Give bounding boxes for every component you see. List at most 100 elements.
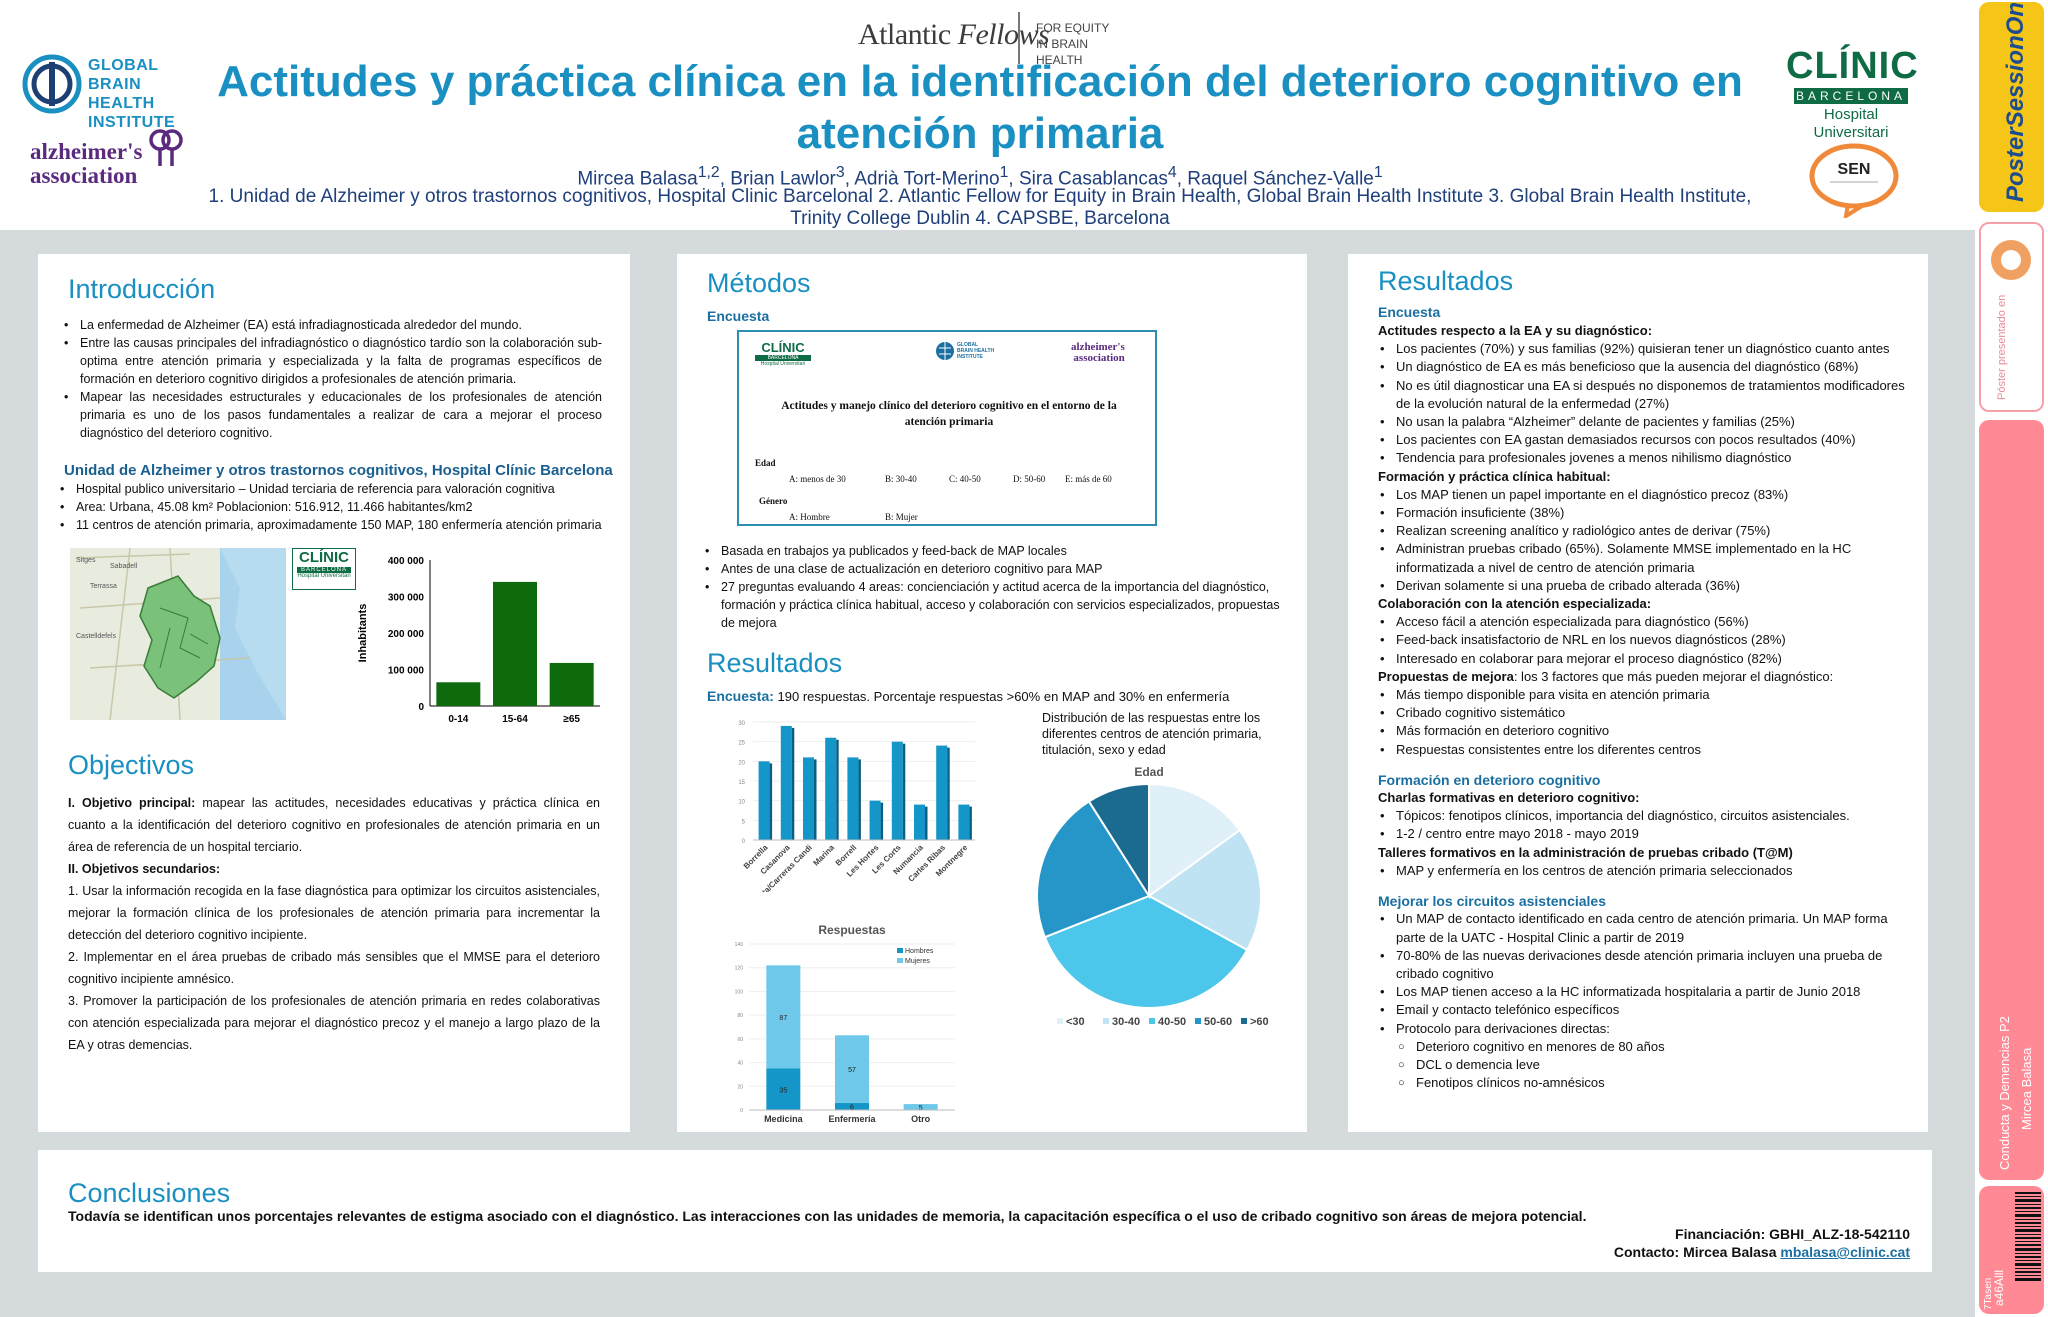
list-item: Email y contacto telefónico específicos bbox=[1378, 1001, 1918, 1019]
protocol-list: Deterioro cognitivo en menores de 80 año… bbox=[1378, 1038, 1918, 1093]
results-mid-survey: Encuesta: 190 respuestas. Porcentaje res… bbox=[707, 688, 1230, 704]
x-tick-label: Otro bbox=[911, 1114, 931, 1124]
bar bbox=[758, 761, 770, 840]
list-item: Más tiempo disponible para visita en ate… bbox=[1378, 686, 1918, 704]
list-item: Tópicos: fenotipos clínicos, importancia… bbox=[1378, 807, 1918, 825]
legend-swatch bbox=[897, 958, 903, 963]
contact-email-link[interactable]: mbalasa@clinic.cat bbox=[1780, 1244, 1910, 1260]
authors: Mircea Balasa1,2, Brian Lawlor3, Adrià T… bbox=[577, 164, 1383, 190]
list-item: Administran pruebas cribado (65%). Solam… bbox=[1378, 540, 1918, 576]
legend-swatch bbox=[1241, 1018, 1247, 1024]
clinic-logo: CLÍNIC BARCELONA Hospital Universitari bbox=[1786, 45, 1919, 141]
y-tick-label: 0 bbox=[418, 702, 424, 713]
list-item: Un diagnóstico de EA es más beneficioso … bbox=[1378, 358, 1918, 376]
map-label: Castelldefels bbox=[76, 633, 117, 640]
y-tick-label: 15 bbox=[738, 780, 745, 786]
bar bbox=[891, 741, 903, 840]
charlas-title: Charlas formativas en deterioro cognitiv… bbox=[1378, 790, 1640, 806]
list-item: Respuestas consistentes entre los difere… bbox=[1378, 741, 1918, 759]
list-item: Entre las causas principales del infradi… bbox=[62, 334, 602, 388]
list-item: 1-2 / centro entre mayo 2018 - mayo 2019 bbox=[1378, 825, 1918, 843]
poster-online-text: PosterSessionOnline bbox=[2002, 2, 2029, 202]
objectives-heading: Objectivos bbox=[68, 750, 195, 780]
bar-shadow bbox=[769, 763, 773, 840]
sen-logo: SEN bbox=[1808, 140, 1900, 221]
sen-brain-icon: SEN bbox=[1809, 143, 1899, 221]
presented-box: Póster presentado en bbox=[1979, 222, 2044, 412]
funding: Financiación: GBHI_ALZ-18-542110 bbox=[1675, 1226, 1910, 1242]
survey-opt: D: 50-60 bbox=[1013, 474, 1046, 484]
legend-swatch bbox=[1057, 1018, 1063, 1024]
alzheimers-association-logo: alzheimer's association bbox=[30, 126, 220, 196]
intro-panel: Introducción La enfermedad de Alzheimer … bbox=[38, 254, 630, 1132]
y-tick-label: 60 bbox=[737, 1037, 743, 1043]
bar bbox=[436, 682, 481, 706]
legend-label: >60 bbox=[1250, 1016, 1269, 1028]
survey-sheet: CLÍNIC BARCELONA Hospital Universitari G… bbox=[737, 330, 1157, 526]
list-item: Formación insuficiente (38%) bbox=[1378, 504, 1918, 522]
results-heading: Resultados bbox=[1378, 266, 1514, 296]
pie-slice bbox=[1148, 782, 1242, 898]
group-list: Los MAP tienen un papel importante en el… bbox=[1378, 486, 1918, 595]
list-item: Los MAP tienen acceso a la HC informatiz… bbox=[1378, 983, 1918, 1001]
list-item: Derivan solamente si una prueba de criba… bbox=[1378, 577, 1918, 595]
talleres-list: MAP y enfermería en los centros de atenc… bbox=[1378, 862, 1918, 880]
session-box: Conducta y Demencias P2 Mircea Balasa bbox=[1979, 420, 2044, 1180]
list-item: MAP y enfermería en los centros de atenc… bbox=[1378, 862, 1918, 880]
y-tick-label: 140 bbox=[735, 942, 744, 948]
bar-shadow bbox=[858, 759, 861, 840]
list-item: 27 preguntas evaluando 4 areas: concienc… bbox=[703, 578, 1293, 632]
list-item: No usan la palabra “Alzheimer” delante d… bbox=[1378, 413, 1918, 431]
legend-label: 40-50 bbox=[1158, 1016, 1186, 1028]
objective-item: 3. Promover la participación de los prof… bbox=[68, 994, 600, 1052]
survey-genero: Género bbox=[759, 496, 788, 506]
session-strip: PosterSessionOnline Póster presentado en… bbox=[1975, 0, 2048, 1317]
atlantic-tag: FOR EQUITY IN BRAIN HEALTH bbox=[1036, 21, 1110, 67]
bar bbox=[914, 804, 925, 840]
list-item: Feed-back insatisfactorio de NRL en los … bbox=[1378, 631, 1918, 649]
proposals-list: Más tiempo disponible para visita en ate… bbox=[1378, 686, 1918, 759]
y-tick-label: 30 bbox=[738, 721, 745, 727]
results-panel: Resultados Encuesta Actitudes respecto a… bbox=[1348, 254, 1928, 1132]
survey-opt: B: 30-40 bbox=[885, 474, 917, 484]
survey-gopt: A: Hombre bbox=[789, 512, 830, 522]
map-label: Sitges bbox=[76, 557, 96, 564]
group-list: Los pacientes (70%) y sus familias (92%)… bbox=[1378, 340, 1918, 468]
formation-heading: Formación en deterioro cognitivo bbox=[1378, 771, 1601, 788]
bar-segment bbox=[835, 1102, 869, 1110]
bar bbox=[847, 757, 859, 840]
pie-slice bbox=[1087, 782, 1150, 900]
population-bar-chart: 0 100 000 200 000 300 000 400 000 Inhabitants… bbox=[357, 556, 600, 725]
legend-swatch bbox=[1149, 1018, 1155, 1024]
alz-text: alzheimer's association bbox=[30, 139, 143, 188]
methods-panel: Métodos Encuesta CLÍNIC BARCELONA Hospit… bbox=[677, 254, 1307, 1132]
y-tick-label: 0 bbox=[740, 1108, 743, 1114]
charlas-list: Tópicos: fenotipos clínicos, importancia… bbox=[1378, 807, 1918, 844]
area-map: Sitges Castelldefels Sabadell Terrassa bbox=[70, 548, 286, 720]
bar bbox=[825, 737, 837, 840]
contact: Contacto: Mircea Balasa mbalasa@clinic.c… bbox=[1613, 1244, 1910, 1260]
x-tick-label: Marina bbox=[812, 843, 837, 868]
list-item: Fenotipos clínicos no-amnésicos bbox=[1398, 1074, 1918, 1092]
globe-icon bbox=[936, 342, 954, 360]
list-item: Los pacientes (70%) y sus familias (92%)… bbox=[1378, 340, 1918, 358]
list-item: Un MAP de contacto identificado en cada … bbox=[1378, 910, 1918, 946]
y-tick-label: 400 000 bbox=[388, 556, 425, 567]
list-item: Protocolo para derivaciones directas: bbox=[1378, 1020, 1918, 1038]
methods-heading: Métodos bbox=[707, 268, 811, 298]
alz-emblem-icon bbox=[149, 129, 183, 166]
y-tick-label: 120 bbox=[735, 966, 744, 972]
results-mid-heading: Resultados bbox=[707, 648, 843, 678]
objective-item: 2. Implementar en el área pruebas de cri… bbox=[68, 950, 600, 986]
results-sub-encuesta: Encuesta bbox=[1378, 304, 1441, 320]
list-item: Basada en trabajos ya publicados y feed-… bbox=[703, 542, 1293, 560]
bar bbox=[780, 725, 792, 840]
bar-shadow bbox=[880, 802, 884, 840]
x-tick-label: Enfermería bbox=[828, 1114, 876, 1124]
y-tick-label: 100 000 bbox=[388, 666, 425, 677]
bar bbox=[493, 581, 537, 706]
list-item: Los pacientes con EA gastan demasiados r… bbox=[1378, 431, 1918, 449]
gbhi-logo: GLOBAL BRAIN HEALTH INSTITUTE bbox=[22, 50, 212, 131]
data-label: 57 bbox=[848, 1067, 856, 1074]
conclusions-heading: Conclusiones bbox=[68, 1178, 231, 1208]
